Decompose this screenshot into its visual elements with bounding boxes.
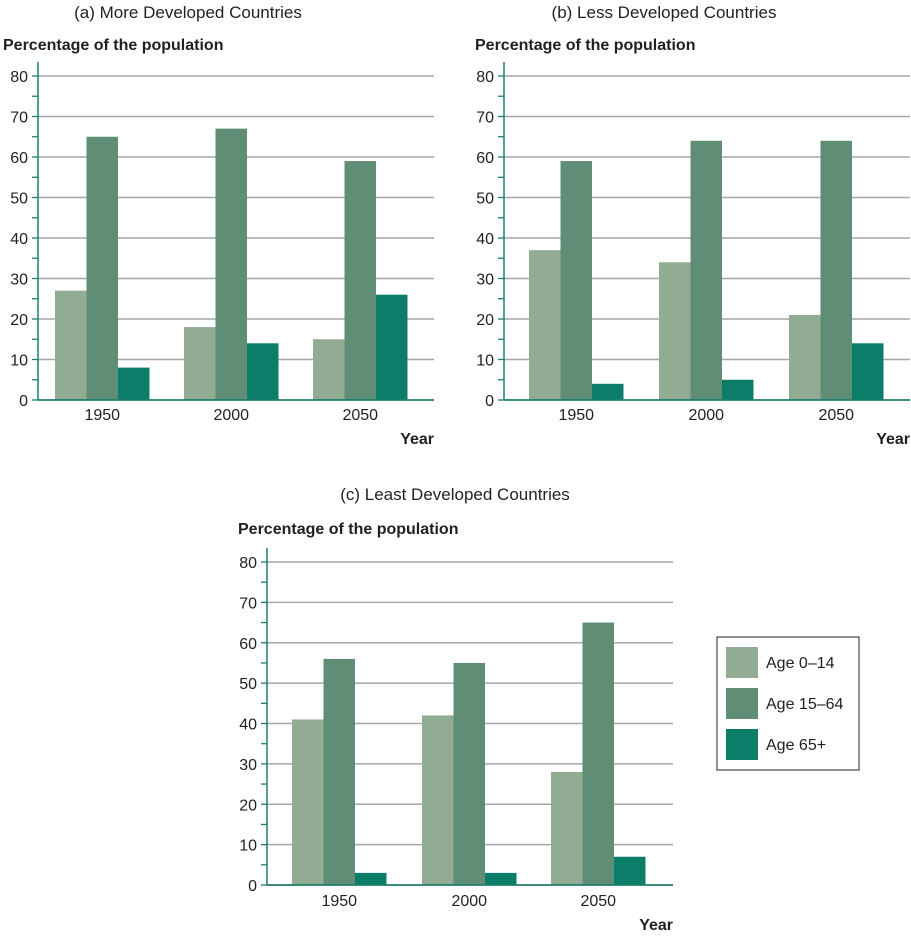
x-axis-label: Year — [876, 431, 910, 448]
x-category-label: 2000 — [688, 407, 724, 424]
y-tick-label: 40 — [10, 231, 28, 248]
legend-swatch-age-65-plus — [726, 729, 758, 760]
bar-2050-age-0-14 — [313, 339, 345, 400]
y-tick-label: 60 — [239, 636, 257, 653]
y-tick-label: 30 — [476, 272, 494, 289]
bar-1950-age-15-64 — [560, 161, 592, 400]
y-tick-label: 70 — [239, 595, 257, 612]
bar-2050-age-15-64 — [582, 622, 614, 885]
y-tick-label: 40 — [476, 231, 494, 248]
y-tick-label: 0 — [19, 393, 28, 410]
bar-2000-age-65-plus — [485, 872, 517, 885]
bar-1950-age-0-14 — [292, 719, 324, 885]
bar-2050-age-65-plus — [376, 294, 408, 400]
bar-2050-age-65-plus — [852, 343, 884, 400]
x-category-label: 2050 — [580, 893, 616, 910]
bar-1950-age-65-plus — [355, 872, 387, 885]
legend-label-age-15-64: Age 15–64 — [766, 696, 844, 713]
bar-1950-age-0-14 — [55, 290, 87, 400]
x-category-label: 2050 — [818, 407, 854, 424]
chart-legend: Age 0–14 Age 15–64 Age 65+ — [716, 636, 860, 771]
chart-title: (c) Least Developed Countries — [340, 485, 570, 504]
y-tick-label: 0 — [248, 878, 257, 895]
y-tick-label: 20 — [476, 312, 494, 329]
bar-2050-age-0-14 — [551, 771, 583, 885]
bar-2000-age-0-14 — [184, 327, 216, 400]
y-tick-label: 20 — [10, 312, 28, 329]
y-tick-label: 0 — [485, 393, 494, 410]
y-axis-label: Percentage of the population — [475, 37, 695, 54]
bar-1950-age-0-14 — [529, 250, 561, 400]
x-axis-label: Year — [400, 431, 434, 448]
x-axis-label: Year — [639, 917, 673, 934]
x-category-label: 1950 — [558, 407, 594, 424]
y-axis-label: Percentage of the population — [238, 521, 458, 538]
y-tick-label: 60 — [10, 150, 28, 167]
x-category-label: 2000 — [451, 893, 487, 910]
y-tick-label: 30 — [10, 272, 28, 289]
bar-2000-age-0-14 — [422, 715, 454, 885]
bar-1950-age-65-plus — [118, 367, 150, 400]
legend-swatch-age-15-64 — [726, 688, 758, 719]
x-category-label: 2000 — [213, 407, 249, 424]
x-category-label: 1950 — [321, 893, 357, 910]
chart-title: (a) More Developed Countries — [74, 3, 302, 22]
y-tick-label: 70 — [10, 110, 28, 127]
y-tick-label: 80 — [10, 69, 28, 86]
y-tick-label: 50 — [476, 191, 494, 208]
chart-panel-least-developed: (c) Least Developed Countries Percentage… — [238, 485, 673, 934]
x-category-label: 2050 — [342, 407, 378, 424]
chart-panel-less-developed: (b) Less Developed Countries Percentage … — [475, 3, 910, 448]
chart-title: (b) Less Developed Countries — [552, 3, 777, 22]
bar-1950-age-15-64 — [86, 136, 118, 400]
bar-1950-age-15-64 — [323, 658, 355, 885]
bar-2000-age-15-64 — [215, 128, 247, 400]
bar-2050-age-15-64 — [344, 161, 376, 400]
bar-2000-age-0-14 — [659, 262, 691, 400]
y-tick-label: 60 — [476, 150, 494, 167]
legend-swatch-age-0-14 — [726, 647, 758, 678]
legend-label-age-0-14: Age 0–14 — [766, 655, 835, 672]
y-tick-label: 40 — [239, 717, 257, 734]
y-tick-label: 80 — [239, 555, 257, 572]
y-axis-label: Percentage of the population — [3, 37, 223, 54]
bar-1950-age-65-plus — [592, 383, 624, 400]
y-tick-label: 50 — [239, 676, 257, 693]
bar-2000-age-15-64 — [690, 140, 722, 401]
y-tick-label: 10 — [10, 353, 28, 370]
y-tick-label: 50 — [10, 191, 28, 208]
bar-2000-age-65-plus — [247, 343, 279, 400]
x-category-label: 1950 — [84, 407, 120, 424]
bar-2000-age-65-plus — [722, 379, 754, 400]
bar-2000-age-15-64 — [453, 662, 485, 885]
bar-2050-age-15-64 — [820, 140, 852, 401]
y-tick-label: 20 — [239, 797, 257, 814]
bar-2050-age-0-14 — [789, 314, 821, 400]
legend-label-age-65-plus: Age 65+ — [766, 737, 826, 754]
y-tick-label: 80 — [476, 69, 494, 86]
chart-panel-more-developed: (a) More Developed Countries Percentage … — [3, 3, 434, 448]
y-tick-label: 70 — [476, 110, 494, 127]
y-tick-label: 10 — [476, 353, 494, 370]
bar-2050-age-65-plus — [614, 856, 646, 885]
y-tick-label: 30 — [239, 757, 257, 774]
y-tick-label: 10 — [239, 838, 257, 855]
